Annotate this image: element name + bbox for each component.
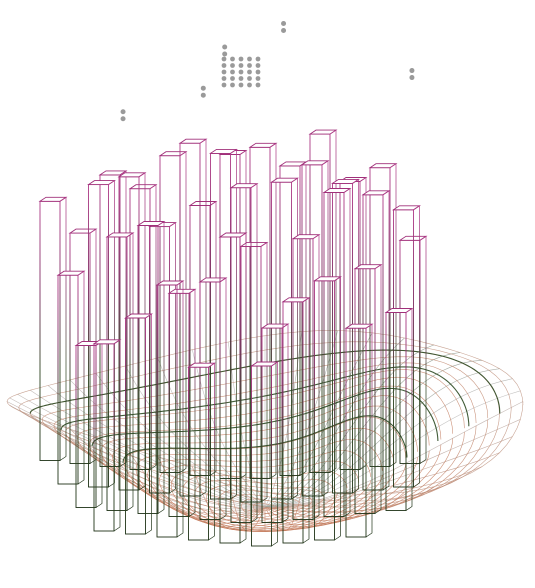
bar-top-face (355, 265, 381, 269)
bar-top-face (126, 314, 152, 318)
scatter-point (222, 45, 227, 57)
bar-top-face (157, 281, 183, 285)
scatter-dots (121, 21, 415, 121)
scatter-dot (230, 76, 235, 81)
scatter-point (281, 21, 286, 33)
bar-front-face (58, 275, 78, 484)
scatter-dot (256, 57, 261, 62)
scatter-dot (256, 83, 261, 88)
bar-top-face (333, 179, 359, 183)
scatter-dot (239, 76, 244, 81)
bar-top-face (94, 340, 120, 344)
scatter-dot (239, 57, 244, 62)
scatter-point (121, 109, 126, 121)
bar-top-face (169, 289, 195, 293)
bar (180, 139, 206, 496)
bar-side-face (150, 185, 156, 470)
bar-front-face (119, 177, 139, 490)
scatter-dot (222, 76, 227, 81)
scatter-dot (256, 76, 261, 81)
scatter-dot (222, 83, 227, 88)
scatter-dot (247, 57, 252, 62)
bar-front-face (220, 155, 240, 479)
scatter-dot (222, 70, 227, 75)
scatter-dot (222, 45, 227, 50)
bar-top-face (272, 178, 298, 182)
scatter-dot (247, 63, 252, 68)
scatter-dot (121, 116, 126, 121)
bar-side-face (292, 178, 298, 499)
bar-side-face (96, 342, 102, 508)
bar-top-face (310, 130, 336, 134)
bar-front-face (126, 318, 146, 534)
scatter-dot (239, 63, 244, 68)
bar (40, 197, 66, 460)
bar-front-face (100, 175, 120, 467)
bar-front-face (138, 226, 158, 514)
scatter-point (201, 86, 206, 98)
bar-side-face (60, 197, 66, 460)
bar (100, 171, 126, 467)
bar-top-face (89, 181, 115, 185)
bar-top-face (107, 233, 133, 237)
scatter-dot (222, 63, 227, 68)
scatter-dot (121, 109, 126, 114)
bar-top-face (394, 206, 420, 210)
bar-top-face (400, 236, 426, 240)
scatter-dot (281, 21, 286, 26)
scatter-dot (239, 70, 244, 75)
bar-front-face (70, 233, 90, 463)
bar-top-face (315, 277, 341, 281)
bar-side-face (158, 222, 164, 514)
bar-top-face (40, 197, 66, 201)
scatter-dot (247, 76, 252, 81)
bar-top-face (370, 164, 396, 168)
scatter-dot (222, 57, 227, 62)
bar-group (40, 130, 426, 546)
bar-side-face (139, 173, 145, 490)
scatter-dot (247, 70, 252, 75)
scatter-dot (409, 75, 414, 80)
scatter-dot (239, 83, 244, 88)
bar-top-face (180, 139, 206, 143)
bar (70, 229, 96, 463)
bar-top-face (200, 278, 226, 282)
bar-top-face (262, 324, 288, 328)
scatter-dot (230, 63, 235, 68)
scatter-dot (222, 52, 227, 57)
surface-meridian (265, 345, 434, 507)
scatter-dot (281, 28, 286, 33)
bar-top-face (250, 143, 276, 147)
scatter-dot (230, 70, 235, 75)
scatter-dot (409, 68, 414, 73)
bar-top-face (302, 161, 328, 165)
bar-top-face (58, 271, 84, 275)
bar-top-face (190, 202, 216, 206)
bar-top-face (363, 191, 389, 195)
scatter-dot (247, 83, 252, 88)
scatter-dot (201, 86, 206, 91)
scatter-dot (256, 63, 261, 68)
scatter-dot (256, 70, 261, 75)
bar-top-face (70, 229, 96, 233)
bar-top-face (160, 152, 186, 156)
bar-top-face (130, 185, 156, 189)
scatter-dot (230, 57, 235, 62)
scatter-dot (201, 93, 206, 98)
bar (130, 185, 156, 470)
bar (190, 202, 216, 476)
bar (250, 143, 276, 478)
bar-top-face (252, 362, 278, 366)
bar-top-face (231, 184, 257, 188)
bar (150, 223, 176, 493)
scatter-dot (230, 83, 235, 88)
scatter-point (409, 68, 414, 80)
bar (363, 191, 389, 490)
